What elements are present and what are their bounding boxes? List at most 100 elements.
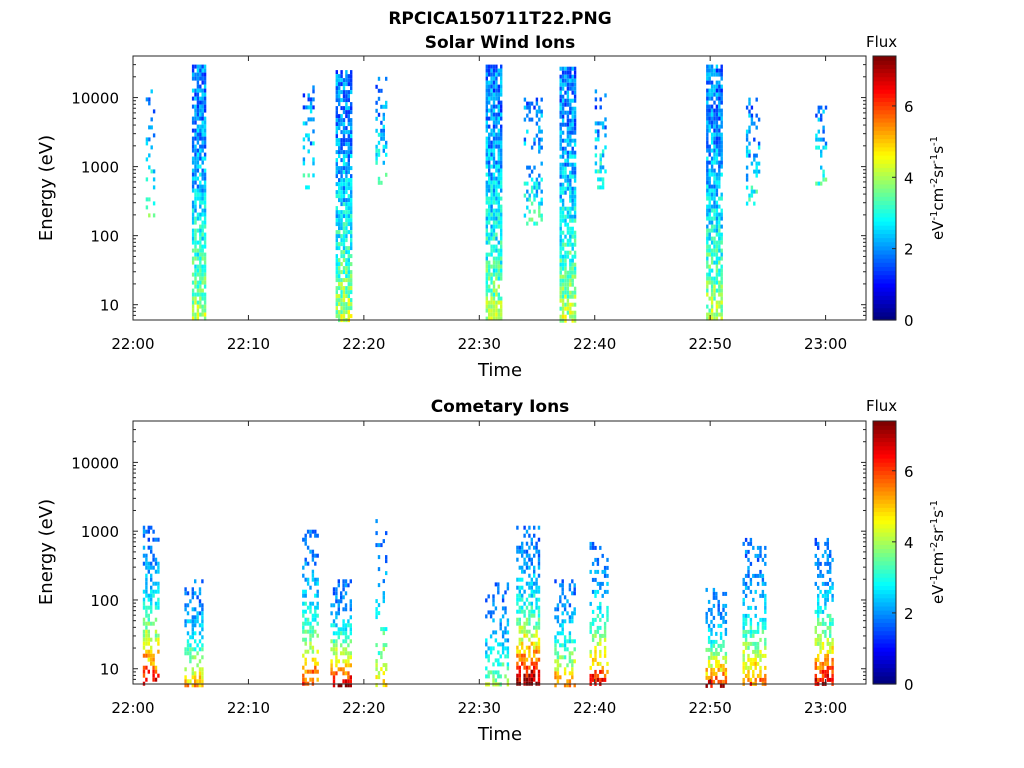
heatmap-cell: [201, 116, 204, 121]
heatmap-cell: [752, 573, 755, 578]
heatmap-cell: [708, 184, 711, 189]
heatmap-cell: [573, 274, 577, 279]
heatmap-cell: [720, 192, 723, 197]
heatmap-cell: [191, 615, 194, 620]
heatmap-cell: [815, 137, 818, 142]
heatmap-cell: [344, 679, 348, 684]
heatmap-cell: [564, 314, 567, 319]
heatmap-cell: [203, 308, 207, 313]
heatmap-cell: [722, 615, 725, 620]
heatmap-cell: [538, 109, 541, 114]
heatmap-cell: [345, 178, 348, 183]
heatmap-cell: [385, 555, 388, 560]
heatmap-cell: [347, 142, 350, 147]
heatmap-cell: [340, 70, 343, 75]
heatmap-cell: [147, 537, 150, 542]
heatmap-cell: [335, 298, 338, 303]
heatmap-cell: [561, 86, 565, 91]
heatmap-cell: [377, 140, 381, 145]
heatmap-cell: [501, 598, 505, 603]
heatmap-cell: [382, 144, 385, 149]
heatmap-cell: [756, 653, 760, 658]
heatmap-cell: [720, 284, 723, 289]
heatmap-cell: [713, 228, 716, 233]
heatmap-cell: [305, 105, 308, 110]
heatmap-cell: [304, 677, 307, 682]
heatmap-cell: [530, 657, 533, 662]
heatmap-cell: [311, 573, 315, 578]
heatmap-cell: [722, 619, 725, 624]
heatmap-cell: [708, 64, 711, 69]
heatmap-cell: [564, 102, 567, 107]
heatmap-cell: [566, 154, 570, 159]
heatmap-cell: [530, 641, 533, 646]
heatmap-cell: [569, 234, 572, 239]
heatmap-cell: [817, 677, 820, 682]
heatmap-cell: [713, 244, 716, 249]
heatmap-cell: [340, 314, 343, 319]
heatmap-cell: [350, 182, 353, 187]
heatmap-cell: [196, 212, 200, 217]
heatmap-cell: [377, 651, 381, 656]
heatmap-cell: [492, 272, 496, 277]
heatmap-cell: [485, 308, 488, 313]
heatmap-cell: [492, 144, 496, 149]
heatmap-cell: [142, 533, 146, 538]
heatmap-cell: [573, 190, 577, 195]
heatmap-cell: [492, 172, 496, 177]
colorbar-segment: [873, 519, 896, 525]
colorbar-segment: [873, 89, 896, 94]
heatmap-cell: [490, 276, 493, 281]
heatmap-cell: [201, 76, 204, 81]
heatmap-cell: [710, 88, 714, 93]
heatmap-cell: [338, 314, 341, 319]
heatmap-cell: [186, 639, 190, 644]
heatmap-cell: [715, 248, 719, 253]
heatmap-cell: [196, 300, 200, 305]
heatmap-cell: [485, 76, 488, 81]
heatmap-cell: [350, 142, 353, 147]
heatmap-cell: [559, 306, 562, 311]
heatmap-cell: [715, 180, 719, 185]
heatmap-cell: [719, 611, 723, 616]
heatmap-cell: [309, 533, 312, 538]
heatmap-cell: [492, 268, 496, 273]
heatmap-cell: [304, 577, 307, 582]
heatmap-cell: [203, 156, 207, 161]
heatmap-cell: [194, 284, 197, 289]
heatmap-cell: [345, 142, 348, 147]
heatmap-cell: [744, 537, 748, 542]
heatmap-cell: [561, 619, 564, 624]
heatmap-cell: [528, 197, 531, 202]
heatmap-cell: [569, 226, 572, 231]
heatmap-cell: [526, 165, 529, 170]
heatmap-cell: [201, 160, 204, 165]
heatmap-cell: [750, 117, 754, 122]
heatmap-cell: [497, 148, 500, 153]
heatmap-cell: [715, 240, 719, 245]
heatmap-cell: [538, 129, 541, 134]
heatmap-cell: [485, 112, 488, 117]
heatmap-cell: [307, 149, 310, 154]
heatmap-cell: [566, 186, 570, 191]
heatmap-cell: [335, 647, 338, 652]
heatmap-cell: [340, 174, 343, 179]
heatmap-cell: [759, 553, 762, 558]
heatmap-cell: [554, 651, 557, 656]
heatmap-cell: [749, 541, 753, 546]
heatmap-cell: [145, 625, 148, 630]
heatmap-cell: [526, 113, 529, 118]
heatmap-cell: [718, 248, 721, 253]
heatmap-cell: [142, 669, 146, 674]
heatmap-cell: [710, 240, 714, 245]
heatmap-cell: [345, 150, 348, 155]
heatmap-cell: [147, 561, 150, 566]
heatmap-cell: [569, 302, 572, 307]
solar-wind-colorbar-unit: eV-1cm-2sr-1s-1: [929, 136, 947, 240]
heatmap-cell: [713, 236, 716, 241]
heatmap-cell: [718, 236, 721, 241]
heatmap-cell: [150, 573, 153, 578]
heatmap-cell: [196, 264, 200, 269]
heatmap-cell: [528, 545, 531, 550]
heatmap-cell: [601, 177, 605, 182]
